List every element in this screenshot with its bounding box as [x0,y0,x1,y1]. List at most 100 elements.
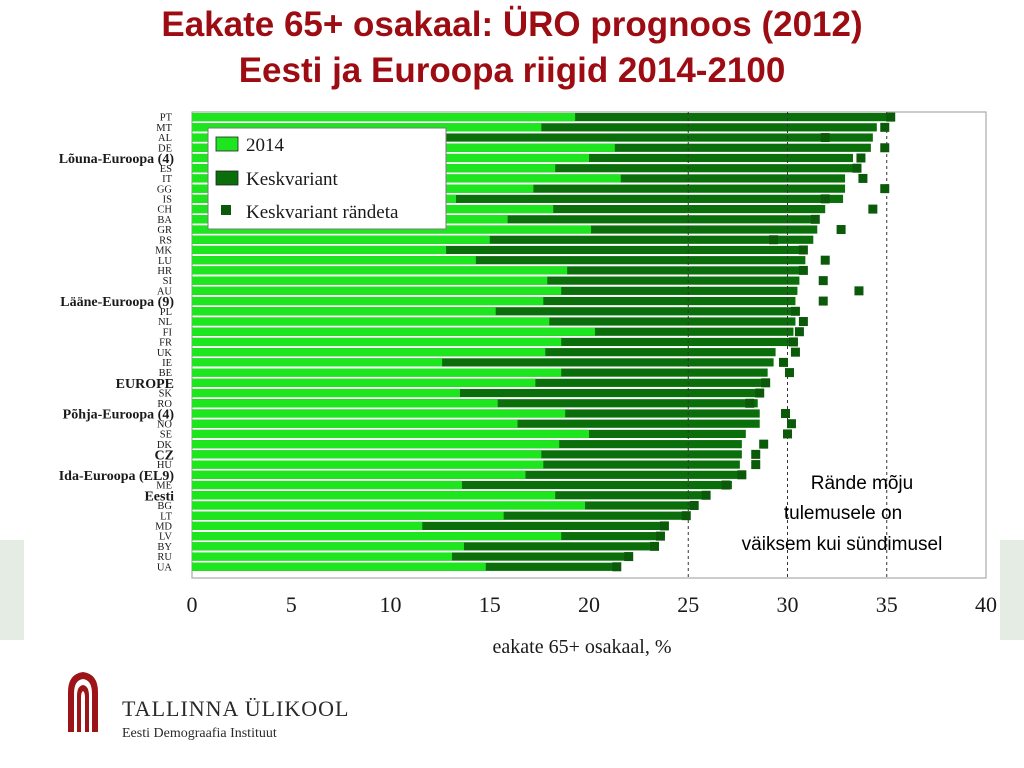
marker-randeta-ch [868,204,878,214]
bar-2014-cz [192,450,542,459]
logo-arch-icon [68,672,98,732]
category-label-au: AU [157,286,173,297]
category-label-me: ME [156,481,172,492]
x-axis-label: eakate 65+ osakaal, % [493,636,672,658]
marker-randeta-pt [886,112,896,122]
bar-2014-eesti [192,491,556,500]
page-subtitle: Eesti ja Euroopa riigid 2014-2100 [238,51,786,90]
legend-label-keskvariant: Keskvariant [246,169,339,190]
bar-2014-l-ne-euroopa-9 [192,296,544,306]
bar-2014-lv [192,532,562,541]
marker-randeta-se [783,429,792,439]
group-label-ida-euroopa-el9: Ida-Euroopa (EL9) [59,469,175,484]
bar-2014-fr [192,337,562,347]
marker-randeta-es [852,163,862,173]
category-label-de: DE [158,143,172,154]
bar-2014-ru [192,552,453,561]
category-label-mt: MT [156,123,172,134]
category-label-it: IT [162,174,172,185]
marker-randeta-ro [745,398,755,408]
group-label-l-una-euroopa-4: Lõuna-Euroopa (4) [59,152,175,167]
marker-randeta-eesti [701,490,711,500]
markers-layer [612,112,896,572]
category-label-be: BE [159,368,172,379]
bar-2014-mk [192,245,447,255]
bar-keskvariant-is [192,194,844,203]
marker-randeta-nl [798,317,808,327]
legend: 2014 Keskvariant Keskvariant rändeta [207,127,447,230]
bar-2014-dk [192,440,560,449]
x-tick-label-0: 0 [187,592,198,617]
bar-2014-no [192,419,518,428]
x-tick-label-35: 35 [876,592,898,617]
legend-marker-randeta [221,205,231,215]
category-label-ba: BA [157,215,172,226]
x-tick-label-20: 20 [578,592,600,617]
bar-2014-europe [192,378,536,387]
bar-2014-pt [192,113,576,122]
group-label-cz: CZ [155,448,174,463]
x-tick-label-10: 10 [380,592,402,617]
marker-randeta-mk [798,245,808,255]
legend-swatch-keskvariant [215,170,239,186]
marker-randeta-europe [761,378,771,388]
category-label-pl: PL [160,307,172,318]
x-axis-ticks: 0 5 10 15 20 25 30 35 40 [187,592,998,617]
bar-2014-au [192,286,562,295]
marker-randeta-al [820,133,830,143]
bar-keskvariant-rs [192,235,814,244]
category-label-pt: PT [160,113,173,124]
marker-randeta-is [820,194,830,204]
page-title: Eakate 65+ osakaal: ÜRO prognoos (2012) [161,5,863,44]
annotation-line-3: väiksem kui sündimusel [742,534,943,555]
category-label-al: AL [158,133,172,144]
bar-keskvariant-mk [192,245,806,255]
bar-2014-ro [192,399,498,408]
legend-label-2014: 2014 [246,135,285,156]
category-label-no: NO [157,419,173,430]
marker-randeta-p-hja-euroopa-4 [781,408,791,418]
marker-randeta-md [659,521,669,531]
category-label-fr: FR [159,338,172,349]
bar-2014-md [192,521,423,531]
bar-2014-lt [192,511,504,520]
marker-randeta-no [786,419,796,429]
bar-2014-fi [192,327,595,336]
category-label-md: MD [155,522,172,533]
bar-2014-sk [192,388,460,398]
bar-keskvariant-lu [192,256,806,265]
marker-randeta-sk [755,388,765,398]
bar-2014-uk [192,348,546,357]
category-label-nl: NL [158,317,172,328]
marker-randeta-lt [681,511,691,521]
marker-randeta-l-una-euroopa-4 [856,153,866,163]
university-logo: TALLINNA ÜLIKOOL Eesti Demograafia Insti… [62,670,392,750]
category-label-ro: RO [157,399,172,410]
marker-randeta-ie [779,357,789,367]
bar-2014-si [192,276,548,285]
x-tick-label-25: 25 [677,592,699,617]
category-label-hr: HR [157,266,172,277]
x-tick-label-30: 30 [777,592,799,617]
legend-swatch-2014 [215,136,239,152]
bar-2014-pl [192,307,496,316]
legend-label-randeta: Keskvariant rändeta [246,202,399,223]
marker-randeta-mt [880,122,890,132]
group-label-europe: EUROPE [116,377,174,392]
bar-2014-gr [192,225,591,234]
bar-2014-ie [192,358,443,367]
marker-randeta-de [880,143,890,153]
marker-randeta-l-ne-euroopa-9 [818,296,828,306]
bar-2014-nl [192,317,550,326]
x-tick-label-15: 15 [479,592,501,617]
bar-2014-me [192,480,462,490]
category-label-ru: RU [157,552,172,563]
marker-randeta-fr [788,337,798,347]
bar-keskvariant-md [192,521,663,531]
marker-randeta-gg [880,184,890,194]
category-label-dk: DK [157,440,173,451]
marker-randeta-si [818,276,828,286]
category-label-fi: FI [163,327,173,338]
